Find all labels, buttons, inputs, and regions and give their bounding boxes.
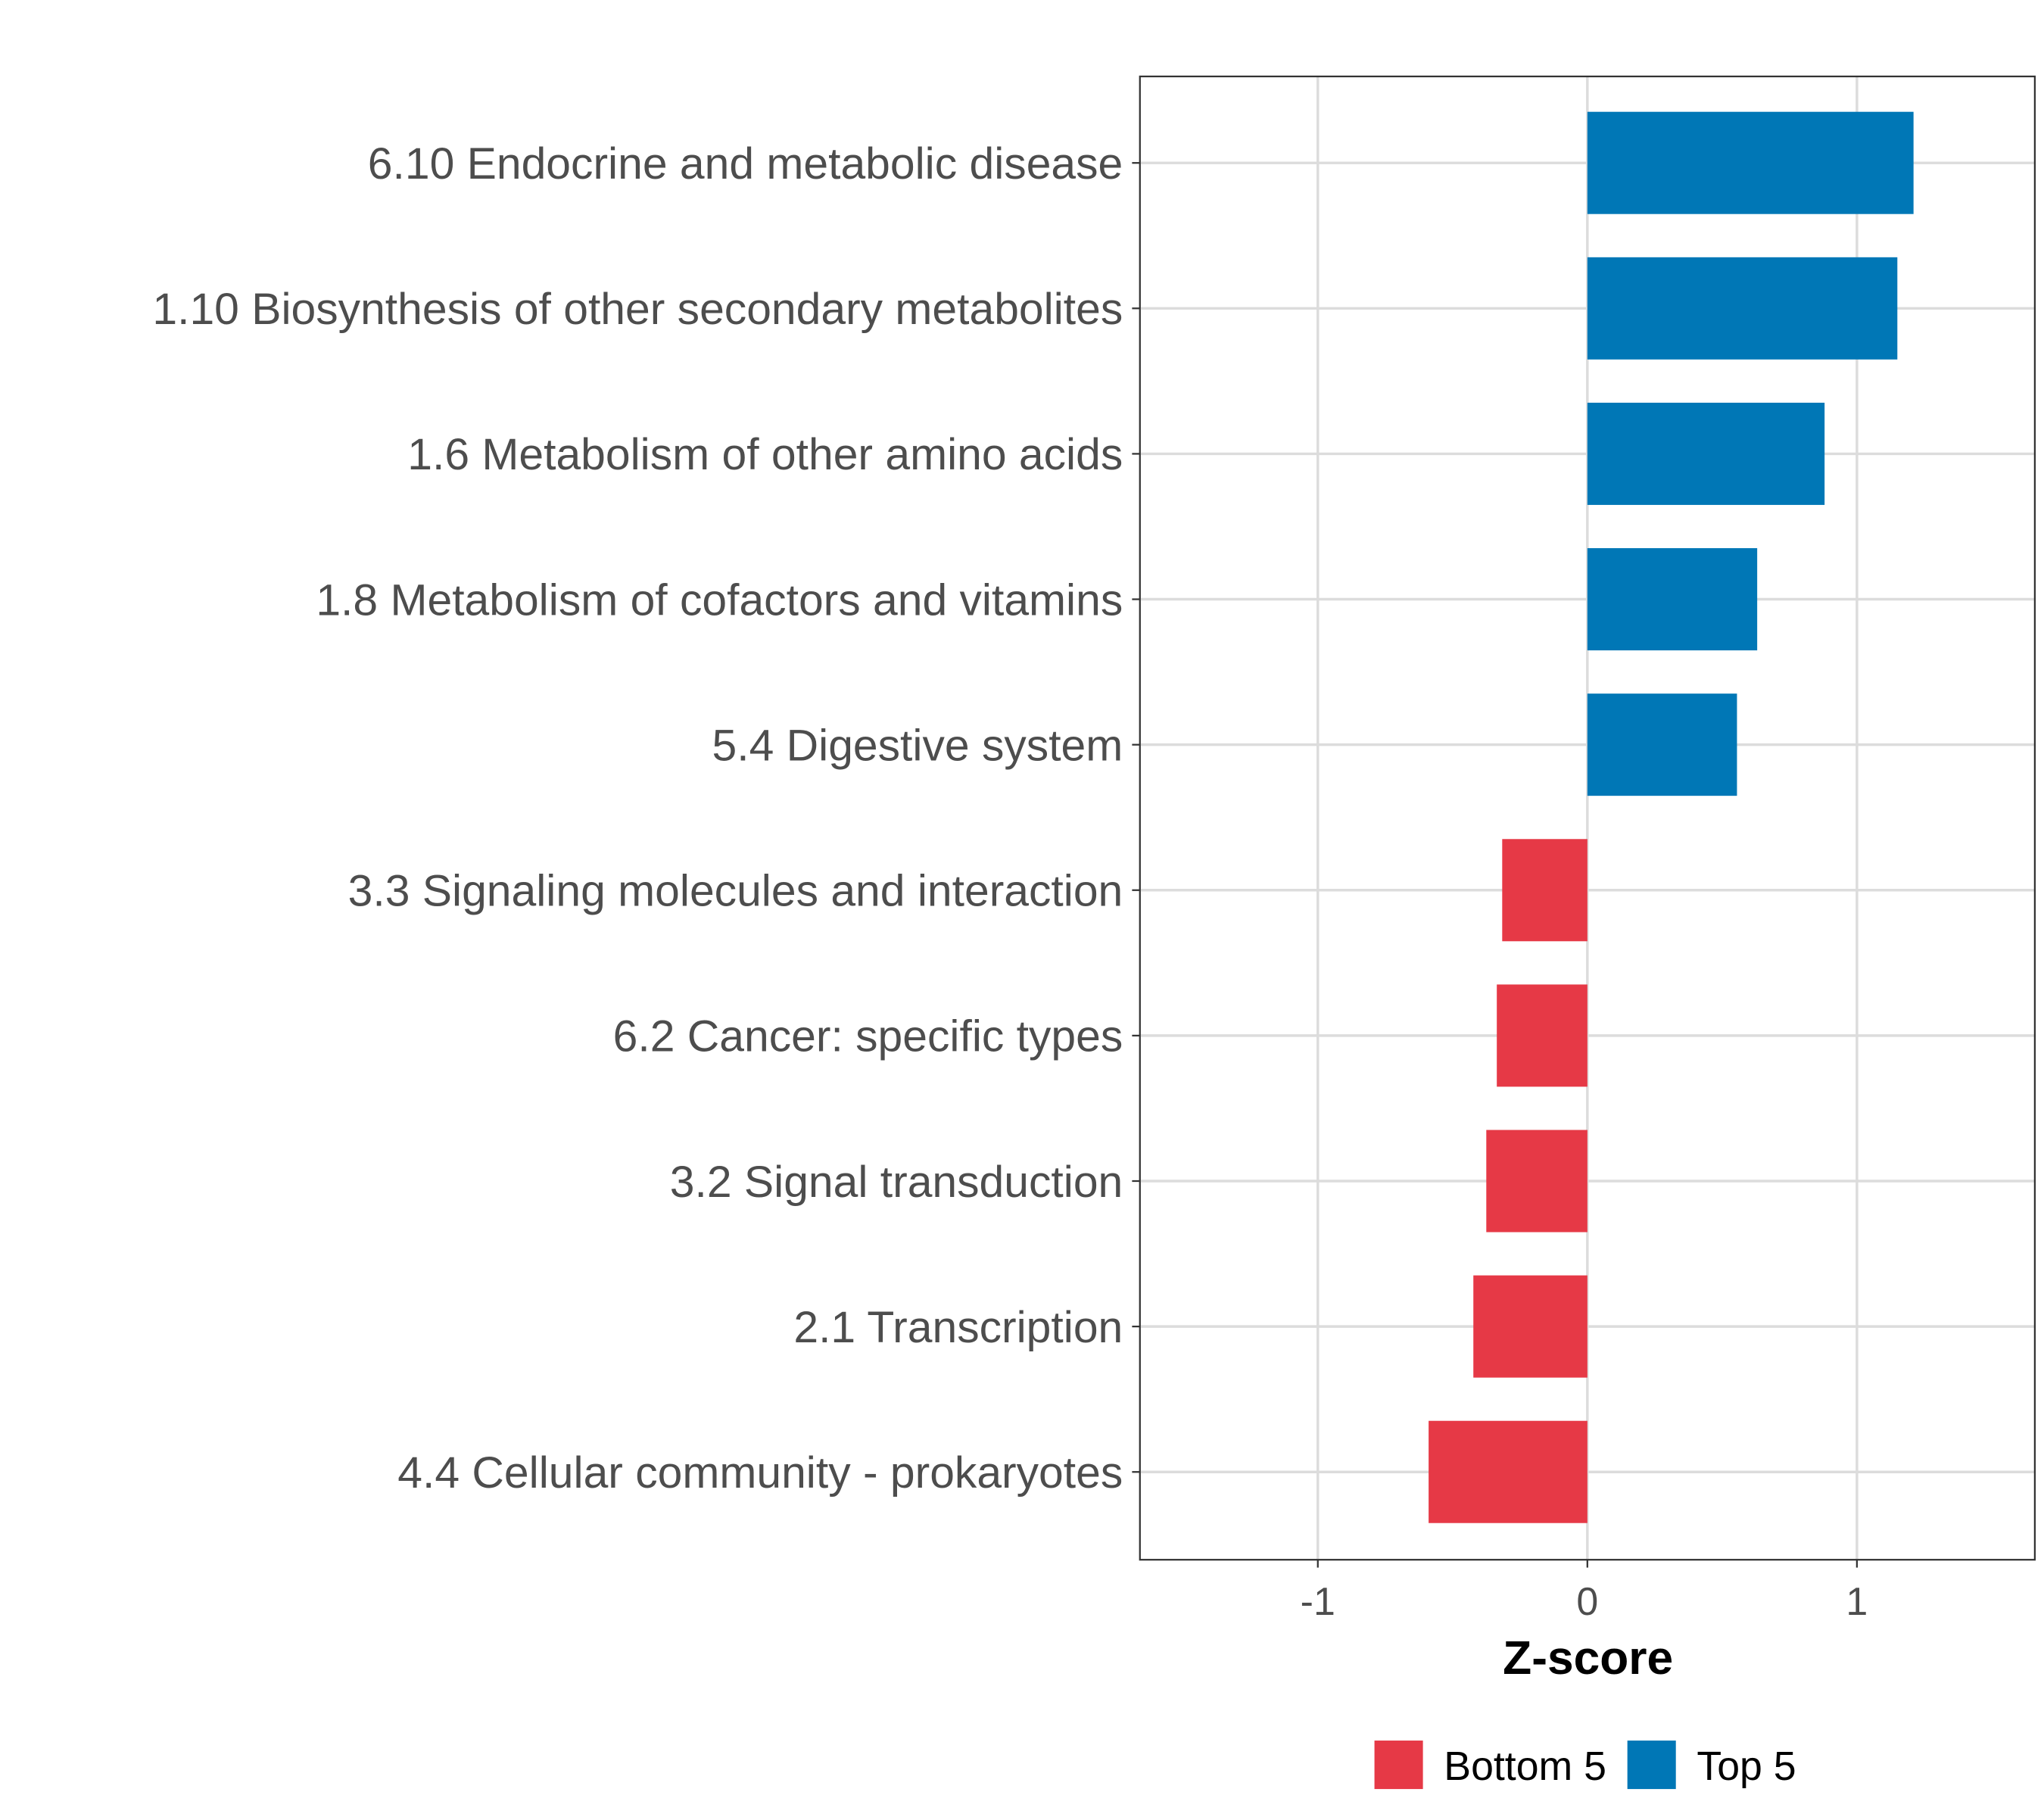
bar [1587,111,1914,214]
y-tick-label: 4.4 Cellular community - prokaryotes [397,1448,1123,1498]
y-tick-label: 3.3 Signaling molecules and interaction [348,867,1123,916]
y-tick-label: 3.2 Signal transduction [670,1158,1123,1207]
bar [1486,1130,1588,1233]
bar [1473,1275,1588,1378]
bar [1497,984,1588,1087]
y-axis-labels: 6.10 Endocrine and metabolic disease 1.10… [152,139,1140,1498]
bar [1587,548,1758,651]
legend-swatch [1627,1741,1676,1790]
bar [1587,693,1737,796]
legend: Bottom 5 Top 5 [1374,1741,1796,1790]
legend-label: Top 5 [1697,1744,1796,1789]
bar [1587,402,1825,505]
y-tick-label: 5.4 Digestive system [712,721,1123,770]
x-axis-title: Z-score [1503,1632,1673,1685]
x-tick-label: 0 [1576,1580,1598,1624]
x-axis-ticks: -1 0 1 [1301,1560,1868,1624]
y-tick-label: 6.10 Endocrine and metabolic disease [368,139,1123,189]
y-tick-label: 6.2 Cancer: specific types [613,1012,1123,1061]
bar [1429,1420,1588,1523]
x-tick-label: 1 [1846,1580,1868,1624]
y-tick-label: 1.10 Biosynthesis of other secondary met… [152,285,1123,334]
bars [1429,111,1914,1523]
bar [1587,257,1898,360]
bar [1502,839,1588,942]
y-tick-label: 1.6 Metabolism of other amino acids [407,430,1123,479]
legend-label: Bottom 5 [1444,1744,1606,1789]
y-tick-label: 1.8 Metabolism of cofactors and vitamins [316,575,1123,625]
x-tick-label: -1 [1301,1580,1335,1624]
legend-swatch [1374,1741,1423,1790]
y-tick-label: 2.1 Transcription [793,1303,1123,1352]
